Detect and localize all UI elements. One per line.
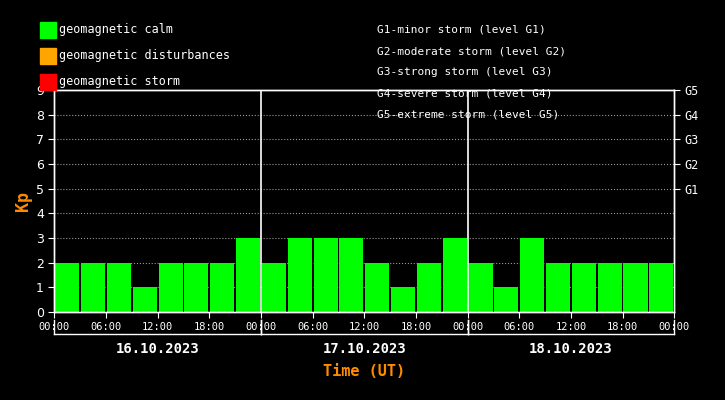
Text: G1-minor storm (level G1): G1-minor storm (level G1) <box>377 25 546 35</box>
Bar <box>650 263 674 312</box>
Bar <box>313 238 338 312</box>
Text: G2-moderate storm (level G2): G2-moderate storm (level G2) <box>377 46 566 56</box>
Bar <box>468 263 492 312</box>
Text: Time (UT): Time (UT) <box>323 364 405 379</box>
Bar <box>520 238 544 312</box>
Bar <box>107 263 131 312</box>
Bar <box>210 263 234 312</box>
Text: 18.10.2023: 18.10.2023 <box>529 342 613 356</box>
Bar <box>81 263 105 312</box>
Bar <box>55 263 79 312</box>
Bar <box>597 263 622 312</box>
Bar <box>443 238 467 312</box>
Bar <box>133 287 157 312</box>
Text: geomagnetic storm: geomagnetic storm <box>59 76 181 88</box>
Bar <box>184 263 209 312</box>
Text: G4-severe storm (level G4): G4-severe storm (level G4) <box>377 89 552 99</box>
Text: geomagnetic calm: geomagnetic calm <box>59 24 173 36</box>
Bar <box>236 238 260 312</box>
Text: G3-strong storm (level G3): G3-strong storm (level G3) <box>377 67 552 77</box>
Y-axis label: Kp: Kp <box>14 191 32 211</box>
Bar <box>494 287 518 312</box>
Bar <box>262 263 286 312</box>
Bar <box>546 263 570 312</box>
Bar <box>159 263 183 312</box>
Bar <box>339 238 363 312</box>
Bar <box>417 263 441 312</box>
Bar <box>572 263 596 312</box>
Text: geomagnetic disturbances: geomagnetic disturbances <box>59 50 231 62</box>
Bar <box>391 287 415 312</box>
Bar <box>365 263 389 312</box>
Text: G5-extreme storm (level G5): G5-extreme storm (level G5) <box>377 110 559 120</box>
Bar <box>288 238 312 312</box>
Text: 16.10.2023: 16.10.2023 <box>116 342 199 356</box>
Text: 17.10.2023: 17.10.2023 <box>323 342 406 356</box>
Bar <box>624 263 647 312</box>
